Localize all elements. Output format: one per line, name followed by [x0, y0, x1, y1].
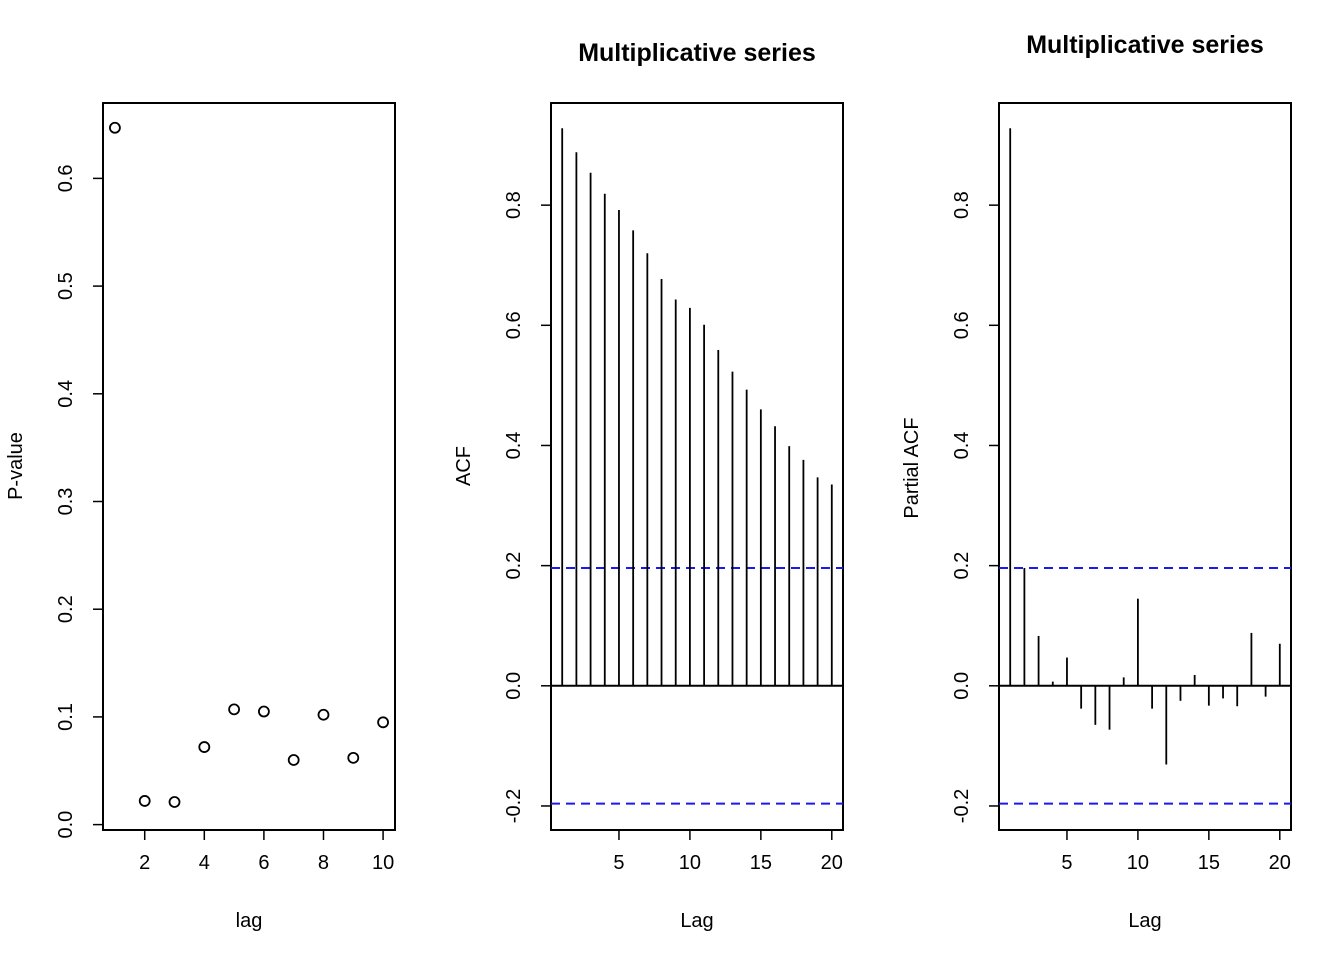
data-point — [168, 796, 181, 808]
data-point — [257, 705, 270, 718]
y-tick-label: 0.8 — [503, 191, 525, 219]
x-tick-label: 2 — [139, 852, 150, 874]
x-tick-label: 15 — [1198, 852, 1220, 874]
x-tick-label: 8 — [318, 852, 329, 874]
data-point — [287, 754, 300, 766]
plot-frame — [550, 102, 844, 831]
pvalue-panel: lag P-value 2 4 6 8 10 0.0 0.1 0.2 0.3 0.4 0.5 0.6 — [5, 102, 396, 932]
x-axis-label: Lag — [1128, 910, 1161, 932]
y-tick-label: 0.4 — [503, 432, 525, 460]
acf-panel: Multiplicative series Lag ACF 5 10 15 20 -0.… — [453, 39, 844, 932]
data-point — [347, 751, 360, 764]
y-axis-label: Partial ACF — [901, 417, 923, 518]
data-point — [109, 121, 121, 134]
chart-title: Multiplicative series — [578, 39, 816, 67]
y-tick-label: 0.2 — [503, 552, 525, 580]
y-tick-label: 0.1 — [55, 703, 77, 731]
x-tick-label: 4 — [199, 852, 210, 874]
data-point — [138, 795, 151, 807]
x-tick-label: 10 — [1127, 852, 1149, 874]
x-axis-label: lag — [236, 910, 263, 932]
y-tick-label: 0.6 — [951, 311, 973, 339]
y-tick-label: 0.4 — [55, 380, 77, 408]
x-tick-label: 15 — [750, 852, 772, 874]
y-axis-label: P-value — [5, 432, 27, 500]
x-tick-label: 10 — [372, 852, 394, 874]
x-tick-label: 20 — [821, 852, 843, 874]
y-tick-label: 0.8 — [951, 191, 973, 219]
x-axis-label: Lag — [680, 910, 713, 932]
data-point — [317, 708, 330, 721]
chart-title: Multiplicative series — [1026, 31, 1264, 59]
data-point — [377, 716, 389, 729]
x-tick-label: 5 — [613, 852, 624, 874]
y-tick-label: 0.0 — [951, 672, 973, 700]
y-tick-label: 0.0 — [503, 672, 525, 700]
y-tick-label: 0.2 — [55, 595, 77, 623]
data-point — [228, 703, 241, 716]
y-tick-label: -0.2 — [503, 789, 525, 823]
y-tick-label: 0.0 — [55, 811, 77, 839]
y-axis-label: ACF — [453, 446, 475, 486]
plot-frame — [998, 102, 1292, 831]
y-tick-label: 0.3 — [55, 488, 77, 516]
x-tick-label: 10 — [679, 852, 701, 874]
y-tick-label: 0.5 — [55, 272, 77, 300]
x-tick-label: 20 — [1269, 852, 1291, 874]
y-tick-label: -0.2 — [951, 789, 973, 823]
data-point — [198, 741, 211, 753]
y-tick-label: 0.6 — [55, 164, 77, 192]
y-tick-label: 0.6 — [503, 311, 525, 339]
y-tick-label: 0.2 — [951, 552, 973, 580]
x-tick-label: 5 — [1061, 852, 1072, 874]
y-tick-label: 0.4 — [951, 432, 973, 460]
plot-frame — [102, 102, 396, 831]
x-tick-label: 6 — [258, 852, 269, 874]
pacf-panel: Multiplicative series Lag Partial ACF 5 1… — [901, 31, 1292, 932]
